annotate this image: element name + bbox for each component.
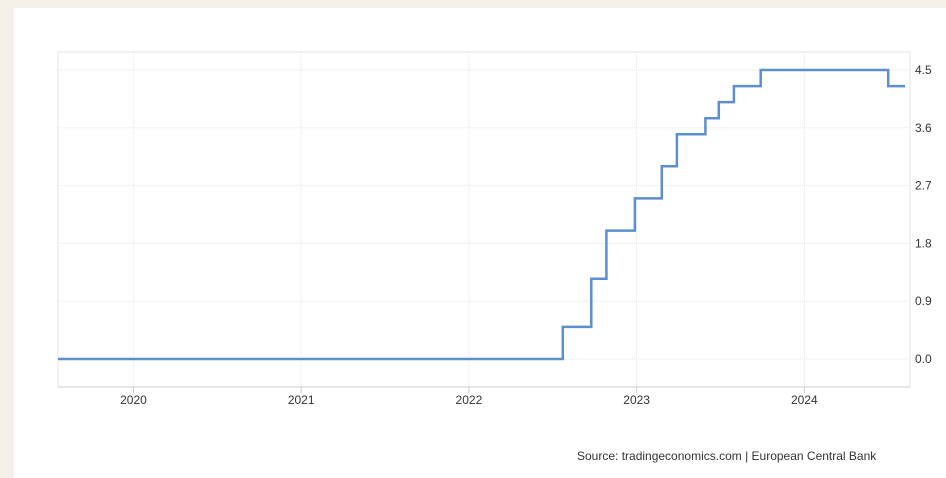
series-layer (58, 68, 905, 361)
series-line (58, 68, 905, 361)
source-note: Source: tradingeconomics.com | European … (577, 449, 877, 463)
x-tick-label: 2021 (288, 393, 315, 407)
x-tick-label: 2023 (623, 393, 650, 407)
y-tick-label: 4.5 (915, 63, 932, 77)
y-tick-label: 0.0 (915, 352, 932, 366)
y-tick-label: 3.6 (915, 121, 932, 135)
y-tick-label: 0.9 (915, 294, 932, 308)
rate-chart: 0.0 0.9 1.8 2.7 3.6 4.5 2020 2021 2022 2023 2024 (57, 51, 932, 407)
grid-layer (57, 51, 911, 387)
axis-layer: 0.0 0.9 1.8 2.7 3.6 4.5 2020 2021 2022 2023 2024 (58, 63, 932, 407)
x-tick-label: 2022 (456, 393, 483, 407)
y-tick-label: 1.8 (915, 236, 932, 250)
x-tick-label: 2020 (120, 393, 147, 407)
chart-card: 0.0 0.9 1.8 2.7 3.6 4.5 2020 2021 2022 2023 2024 (14, 8, 946, 478)
y-tick-label: 2.7 (915, 179, 932, 193)
x-tick-label: 2024 (791, 393, 818, 407)
